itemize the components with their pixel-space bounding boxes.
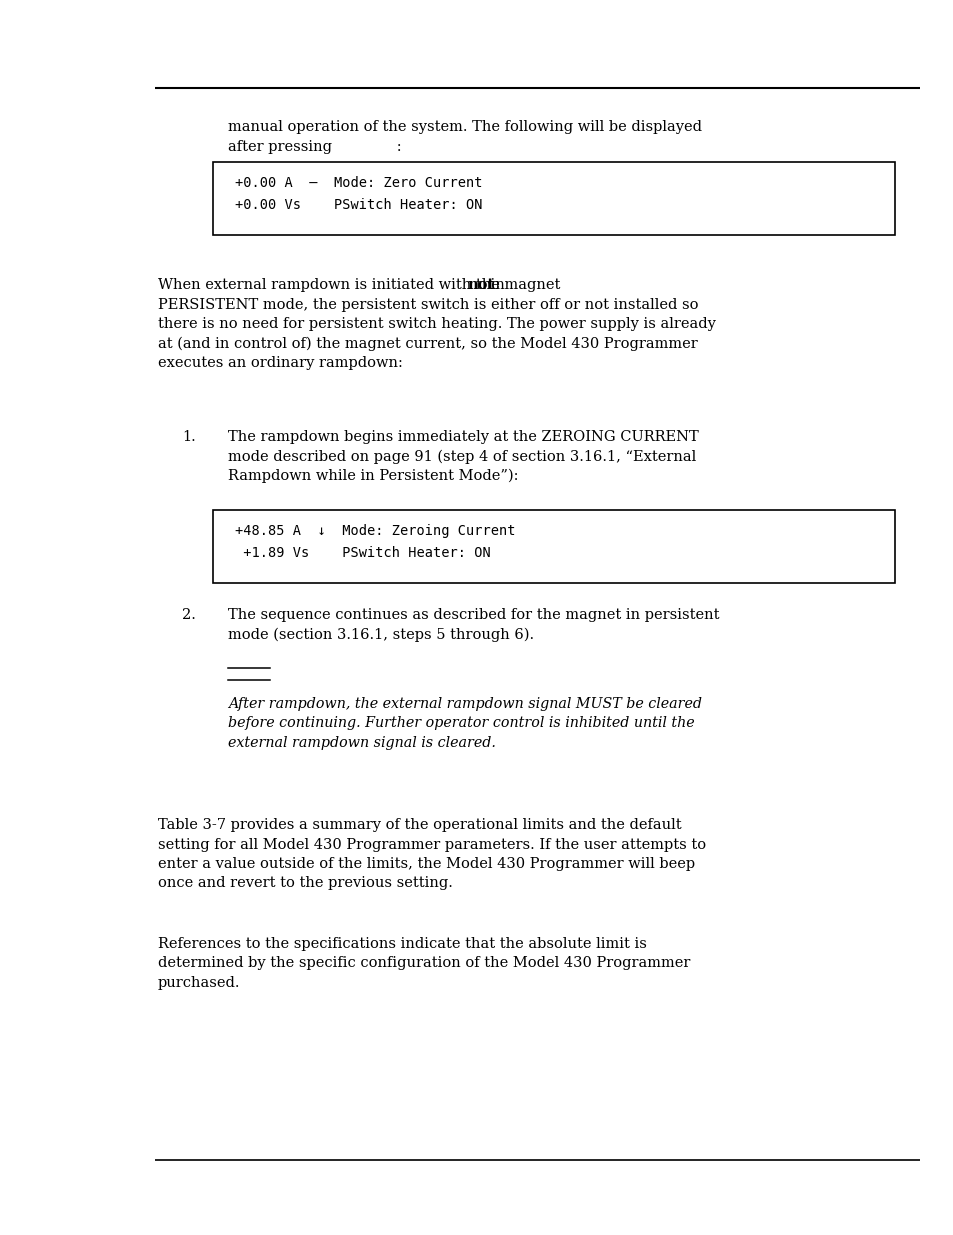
Text: there is no need for persistent switch heating. The power supply is already: there is no need for persistent switch h… — [158, 317, 715, 331]
Text: not: not — [467, 278, 494, 291]
Text: PERSISTENT mode, the persistent switch is either off or not installed so: PERSISTENT mode, the persistent switch i… — [158, 298, 698, 311]
Text: Table 3-7 provides a summary of the operational limits and the default: Table 3-7 provides a summary of the oper… — [158, 818, 680, 832]
Text: +0.00 Vs    PSwitch Heater: ON: +0.00 Vs PSwitch Heater: ON — [234, 198, 482, 212]
Text: The sequence continues as described for the magnet in persistent: The sequence continues as described for … — [228, 608, 719, 622]
Text: at (and in control of) the magnet current, so the Model 430 Programmer: at (and in control of) the magnet curren… — [158, 336, 697, 351]
Bar — [213, 510, 894, 583]
Text: enter a value outside of the limits, the Model 430 Programmer will beep: enter a value outside of the limits, the… — [158, 857, 695, 871]
Text: +48.85 A  ↓  Mode: Zeroing Current: +48.85 A ↓ Mode: Zeroing Current — [234, 524, 515, 538]
Text: Rampdown while in Persistent Mode”):: Rampdown while in Persistent Mode”): — [228, 469, 518, 483]
Text: setting for all Model 430 Programmer parameters. If the user attempts to: setting for all Model 430 Programmer par… — [158, 837, 705, 851]
Text: 1.: 1. — [182, 430, 195, 445]
Text: purchased.: purchased. — [158, 976, 240, 990]
Text: executes an ordinary rampdown:: executes an ordinary rampdown: — [158, 356, 402, 370]
Text: before continuing. Further operator control is inhibited until the: before continuing. Further operator cont… — [228, 716, 694, 730]
Text: after pressing              :: after pressing : — [228, 140, 401, 153]
Text: After rampdown, the external rampdown signal MUST be cleared: After rampdown, the external rampdown si… — [228, 697, 701, 711]
Text: determined by the specific configuration of the Model 430 Programmer: determined by the specific configuration… — [158, 956, 690, 971]
Text: +0.00 A  –  Mode: Zero Current: +0.00 A – Mode: Zero Current — [234, 177, 482, 190]
Text: The rampdown begins immediately at the ZEROING CURRENT: The rampdown begins immediately at the Z… — [228, 430, 698, 445]
Text: References to the specifications indicate that the absolute limit is: References to the specifications indicat… — [158, 937, 646, 951]
Text: once and revert to the previous setting.: once and revert to the previous setting. — [158, 877, 453, 890]
Text: external rampdown signal is cleared.: external rampdown signal is cleared. — [228, 736, 496, 750]
Text: +1.89 Vs    PSwitch Heater: ON: +1.89 Vs PSwitch Heater: ON — [234, 546, 490, 559]
Text: 2.: 2. — [182, 608, 195, 622]
Text: in: in — [486, 278, 504, 291]
Bar — [213, 162, 894, 235]
Text: When external rampdown is initiated with the magnet: When external rampdown is initiated with… — [158, 278, 564, 291]
Text: manual operation of the system. The following will be displayed: manual operation of the system. The foll… — [228, 120, 701, 135]
Text: mode described on page 91 (step 4 of section 3.16.1, “External: mode described on page 91 (step 4 of sec… — [228, 450, 696, 464]
Text: mode (section 3.16.1, steps 5 through 6).: mode (section 3.16.1, steps 5 through 6)… — [228, 627, 534, 642]
